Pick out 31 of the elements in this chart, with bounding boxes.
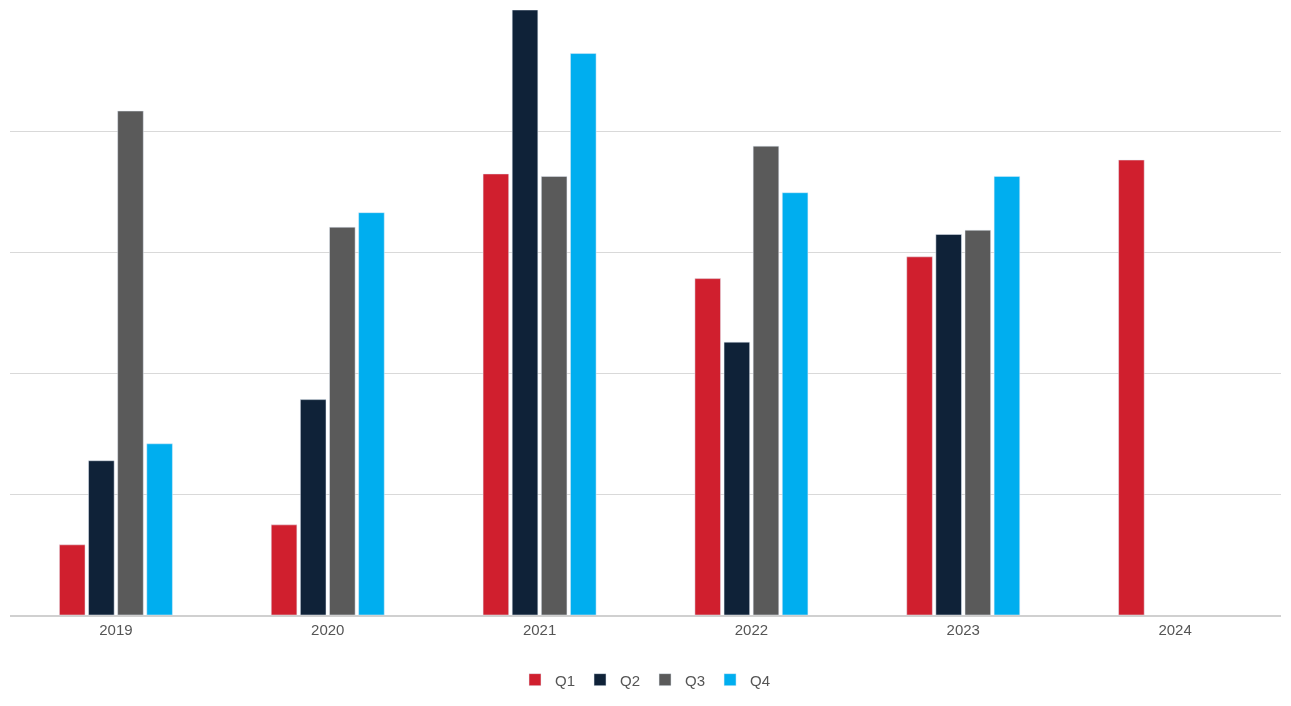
bar (59, 544, 86, 615)
bar (511, 10, 539, 615)
legend-label: Q3 (685, 671, 706, 689)
bar (935, 234, 962, 615)
bar (782, 192, 809, 615)
bar (541, 176, 568, 615)
x-tick-label: 2023 (946, 621, 980, 638)
x-tick-label: 2019 (99, 621, 133, 638)
bar (694, 278, 721, 615)
legend-label: Q1 (555, 671, 576, 689)
x-tick-label: 2022 (734, 621, 769, 638)
bar (752, 145, 780, 615)
x-tick-label: 2024 (1158, 621, 1192, 638)
bar (300, 399, 327, 615)
bar (146, 443, 173, 615)
legend-label: Q2 (620, 671, 641, 689)
bar (1118, 159, 1145, 615)
x-tick-label: 2021 (522, 621, 557, 638)
bar (570, 53, 597, 615)
bar (88, 460, 115, 615)
bar (723, 341, 750, 615)
bar (329, 226, 356, 615)
legend-label: Q4 (750, 671, 771, 689)
bar (964, 229, 991, 615)
bar (358, 212, 385, 615)
bar (993, 176, 1021, 615)
bar (906, 256, 933, 615)
bar (482, 173, 509, 615)
bar (270, 524, 298, 615)
x-tick-label: 2020 (311, 621, 345, 638)
bar (117, 110, 144, 615)
